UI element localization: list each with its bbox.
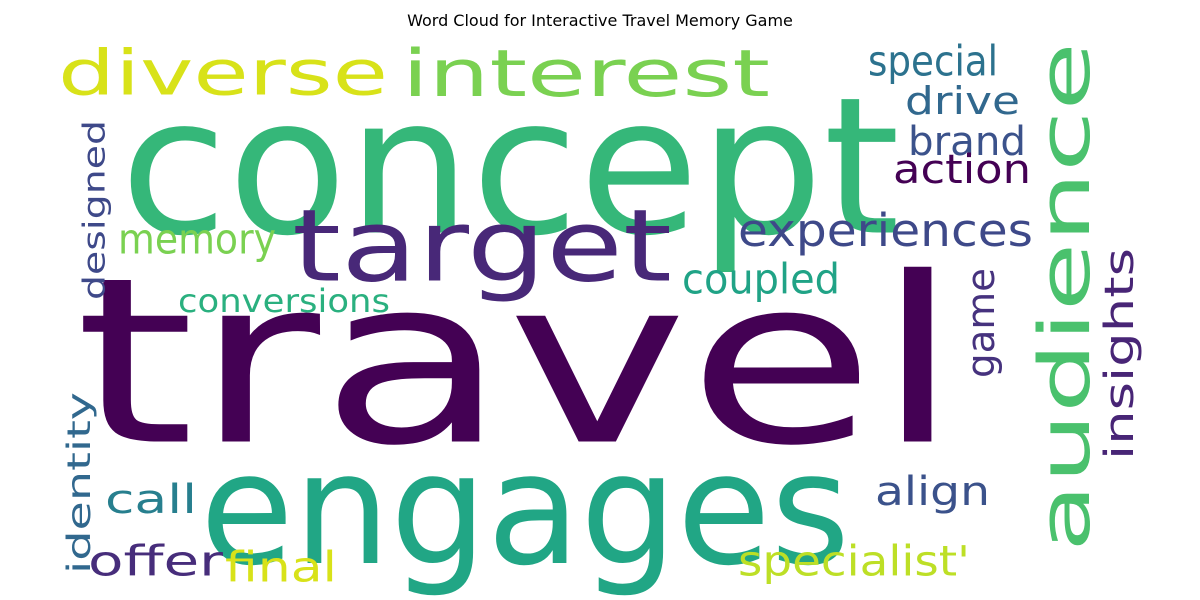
word-brand: brand xyxy=(908,119,1026,165)
word-travel: travel xyxy=(75,230,960,497)
word-special: special xyxy=(868,37,998,86)
word-interest: interest xyxy=(402,37,770,112)
chart-title: Word Cloud for Interactive Travel Memory… xyxy=(407,11,793,30)
word-align: align xyxy=(875,469,990,515)
word-action: action xyxy=(893,147,1031,193)
word-concept: concept xyxy=(120,57,900,278)
word-engages: engages xyxy=(200,419,850,600)
word-conversions: conversions xyxy=(178,282,390,320)
word-final: final xyxy=(225,543,337,592)
word-memory: memory xyxy=(118,215,276,264)
word-designed: designed xyxy=(78,120,113,300)
word-diverse: diverse xyxy=(58,37,388,110)
word-offer: offer xyxy=(88,537,224,586)
word-audience: audience xyxy=(1024,42,1106,552)
word-insights: insights xyxy=(1097,248,1143,460)
word-coupled: coupled xyxy=(682,255,840,304)
word-game: game xyxy=(959,268,1003,378)
word-drive: drive xyxy=(905,79,1020,123)
word-call: call xyxy=(105,477,197,523)
word-target: target xyxy=(292,188,672,305)
word-experiences: experiences xyxy=(738,204,1033,257)
word-identity: identity xyxy=(60,392,98,574)
word-specialist: specialist' xyxy=(738,537,970,586)
